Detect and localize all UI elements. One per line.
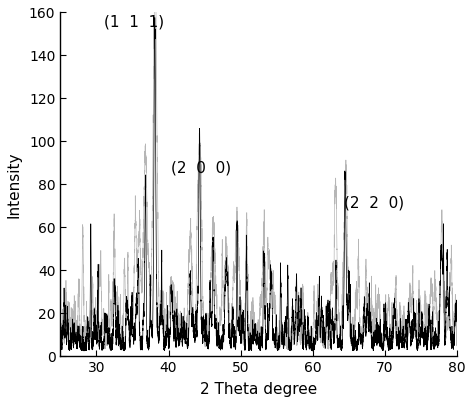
Y-axis label: Intensity: Intensity: [7, 151, 22, 218]
Text: (2  2  0): (2 2 0): [344, 195, 404, 210]
Text: (2  0  0): (2 0 0): [171, 161, 231, 176]
Text: (1  1  1): (1 1 1): [104, 15, 164, 29]
X-axis label: 2 Theta degree: 2 Theta degree: [200, 382, 317, 397]
